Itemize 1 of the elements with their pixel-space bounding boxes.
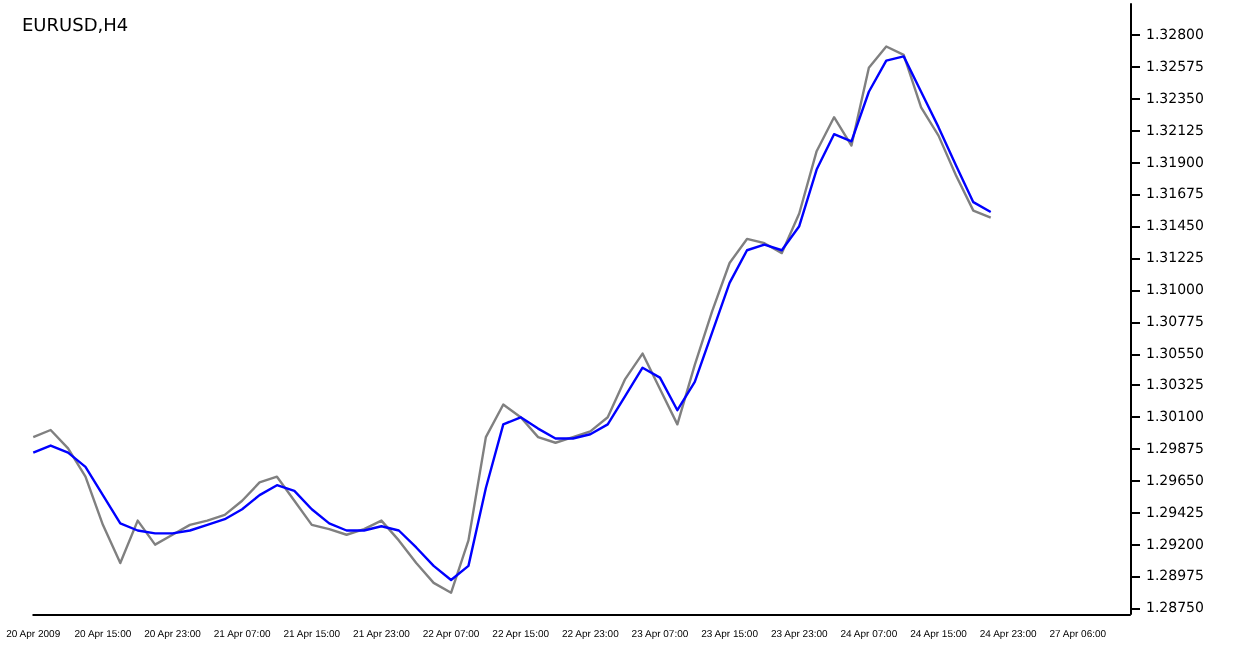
text: EURUSD,H4 [22,17,129,37]
